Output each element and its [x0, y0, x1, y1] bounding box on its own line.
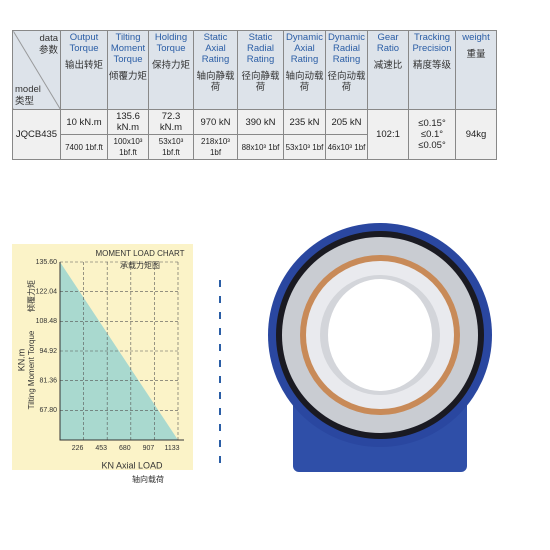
- column-header: Output Torque 输出转矩: [60, 30, 108, 110]
- cell: 235 kN: [283, 109, 326, 135]
- cell: 10 kN.m: [60, 109, 108, 135]
- column-header: Tilting Moment Torque 倾覆力矩: [107, 30, 149, 110]
- y-tick-label: 122.04: [36, 289, 58, 296]
- header-en: Dynamic Axial Rating: [286, 32, 323, 65]
- precision: ≤0.15° ≤0.1° ≤0.05°: [408, 109, 456, 160]
- header-cn: 重量: [466, 49, 486, 60]
- precision-value: ≤0.05°: [418, 140, 446, 151]
- header-en: Output Torque: [69, 32, 99, 54]
- column-header: Gear Ratio 减速比: [367, 30, 409, 110]
- x-label: KN Axial LOAD: [101, 460, 163, 470]
- cell small: 53x10³ 1bf.ft: [148, 134, 194, 160]
- y-tick-label: 108.48: [36, 318, 58, 325]
- column-header: weight 重量: [455, 30, 497, 110]
- header-cn: 轴向静载荷: [196, 71, 235, 93]
- column-header: Dynamic Radial Rating 径向动载荷: [325, 30, 368, 110]
- header-cn: 径向静载荷: [241, 71, 280, 93]
- cell: 135.6 kN.m: [107, 109, 149, 135]
- cell: 205 kN: [325, 109, 368, 135]
- y-tick-label: 94.92: [39, 348, 57, 355]
- header-en: Static Radial Rating: [246, 32, 275, 65]
- header-cn: 输出转矩: [64, 60, 103, 71]
- chart-title: MOMENT LOAD CHART: [95, 249, 184, 258]
- x-tick-label: 226: [72, 445, 84, 452]
- axes: [59, 262, 184, 441]
- precision-value: ≤0.1°: [420, 129, 444, 140]
- corner-label: 参数: [38, 45, 58, 56]
- model: JQCB435: [12, 109, 61, 160]
- column-header: Static Axial Rating 轴向静载荷: [193, 30, 238, 110]
- column-header: Static Radial Rating 径向静载荷: [237, 30, 284, 110]
- chart-background: [12, 244, 193, 470]
- header-en: weight: [462, 32, 490, 43]
- row: 7400 1bf.ft 100x10³ 1bf.ft 53x10³ 1bf.ft 21…: [13, 134, 497, 160]
- header-en: Static Axial Rating: [201, 32, 230, 65]
- header-row: data 参数 model 类型 Output Torque 输出转矩 Tilting Mo…: [12, 30, 497, 110]
- cell: 72.3 kN.m: [148, 109, 194, 135]
- y-label-cn: 倾覆力矩: [26, 280, 36, 312]
- row: JQCB435 10 kN.m 135.6 kN.m 72.3 kN.m 970 kN 3…: [12, 109, 497, 160]
- cell small: 218x10³ 1bf: [193, 134, 238, 160]
- precision-value: ≤0.15°: [418, 118, 446, 129]
- cell small: 46x10³ 1bf: [325, 134, 368, 160]
- header-en: Tilting Moment Torque: [110, 32, 146, 65]
- header-en: Gear Ratio: [376, 32, 400, 54]
- weight: 94kg: [455, 109, 497, 160]
- header-en: Holding Torque: [154, 32, 188, 54]
- gear-ratio: 102:1: [367, 109, 409, 160]
- cell small: 7400 1bf.ft: [60, 134, 108, 160]
- product-image: [268, 223, 492, 472]
- y-label: Tilting Moment Torque: [27, 330, 36, 409]
- x-tick-label: 453: [95, 445, 107, 452]
- spec-table: data 参数 model 类型 Output Torque 输出转矩 Tilting Mo…: [12, 30, 497, 160]
- header-cn: 减速比: [373, 60, 403, 71]
- column-header: Dynamic Axial Rating 轴向动载荷: [283, 30, 326, 110]
- header-cn: 轴向动载荷: [285, 71, 324, 93]
- header-cn: 保持力矩: [151, 60, 190, 71]
- cell small: 88x10³ 1bf: [237, 134, 284, 160]
- header-cn: 精度等级: [412, 60, 451, 71]
- y-tick-label: 135.60: [36, 259, 58, 266]
- y-label-unit: KN.m: [16, 349, 26, 372]
- y-tick-label: 81.36: [39, 378, 57, 385]
- x-tick-label: 907: [143, 445, 155, 452]
- header-cn: 倾覆力矩: [109, 71, 148, 82]
- cell: 970 kN: [193, 109, 238, 135]
- cell: 390 kN: [237, 109, 284, 135]
- x-tick-label: 680: [119, 445, 131, 452]
- corner-label: model: [15, 84, 41, 95]
- cell small: 53x10³ 1bf: [283, 134, 326, 160]
- y-tick-label: 67.80: [39, 407, 57, 414]
- x-tick-label: 1133: [164, 445, 179, 452]
- header-en: Tracking Precision: [412, 32, 452, 54]
- corner-cell: data 参数 model 类型: [12, 30, 61, 110]
- header-cn: 径向动载荷: [327, 71, 366, 93]
- corner-label: 类型: [15, 96, 35, 107]
- column-header: Holding Torque 保持力矩: [148, 30, 194, 110]
- area: [60, 262, 178, 440]
- cell small: 100x10³ 1bf.ft: [107, 134, 149, 160]
- corner-label: data: [39, 33, 59, 44]
- header-en: Dynamic Radial Rating: [328, 32, 365, 65]
- chart-subtitle: 承载力矩图: [120, 260, 160, 270]
- x-label-cn: 轴向载荷: [132, 474, 164, 484]
- column-header: Tracking Precision 精度等级: [408, 30, 456, 110]
